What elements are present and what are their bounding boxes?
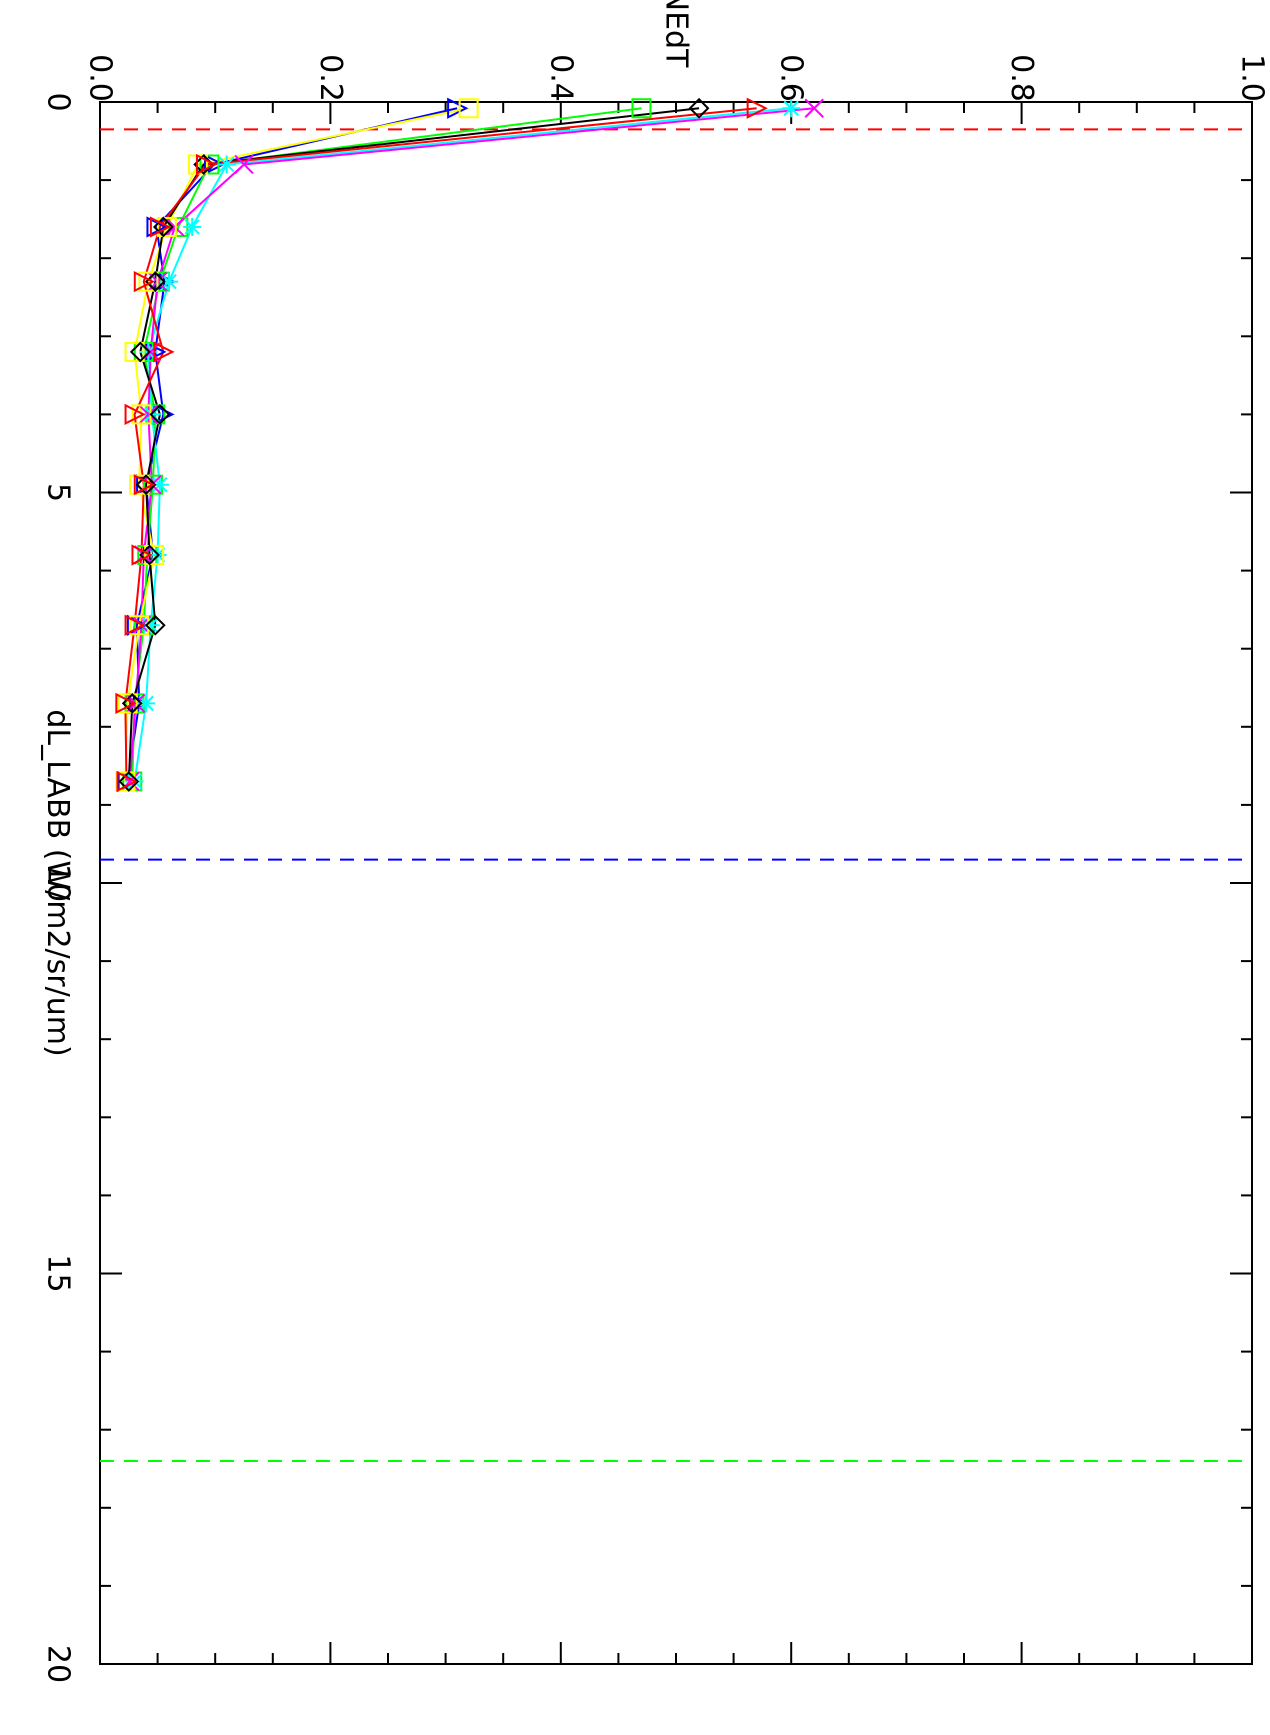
y-tick-label: 0.2 (313, 54, 348, 102)
data-point (204, 153, 226, 176)
series-line (124, 107, 469, 782)
series-line (131, 107, 642, 782)
series-line (133, 107, 792, 782)
data-point (447, 97, 469, 119)
data-point (138, 404, 159, 425)
reference-lines (100, 128, 1252, 1462)
data-point (117, 693, 138, 714)
data-point (150, 475, 169, 494)
data-point (217, 155, 236, 174)
data-point (631, 98, 652, 119)
data-point (129, 615, 150, 636)
data-point (116, 770, 138, 793)
series-line (126, 107, 458, 782)
data-point (688, 97, 710, 119)
x-tick-label: 10 (41, 864, 76, 902)
data-point (234, 154, 254, 175)
data-point (135, 474, 157, 496)
y-tick-label: 0.4 (543, 54, 578, 102)
data-point (144, 544, 165, 565)
data-point (115, 692, 137, 714)
data-point (133, 271, 156, 293)
data-point (152, 216, 174, 238)
data-point (138, 271, 159, 292)
axis-ticks: 0 5 10 15 20 0.0 0.2 0.4 0.6 0.8 1.0 (41, 54, 1270, 1683)
data-point (144, 271, 166, 293)
data-point (144, 614, 166, 636)
x-tick-label: 5 (41, 483, 76, 502)
data-point (149, 216, 172, 238)
x-tick-label: 20 (41, 1645, 76, 1683)
data-point (133, 474, 156, 496)
y-tick-label: 1.0 (1235, 54, 1270, 102)
data-point (141, 616, 160, 635)
data-point (131, 544, 153, 566)
data-point (129, 474, 150, 495)
y-tick-label: 0.6 (774, 54, 809, 102)
x-tick-label: 0 (41, 92, 76, 111)
x-tick-label: 15 (41, 1254, 76, 1292)
y-tick-label: 0.8 (1004, 54, 1039, 102)
data-point (137, 694, 156, 713)
x-axis-title: dL_LABB (W/m2/sr/um) (40, 709, 75, 1056)
series-line (127, 107, 700, 782)
data-point (149, 403, 171, 425)
series-markers (115, 97, 824, 793)
data-point (124, 403, 146, 426)
data-point (124, 614, 146, 636)
data-point (746, 97, 768, 119)
data-point (124, 341, 145, 362)
data-point (153, 341, 175, 363)
data-point (156, 216, 177, 237)
data-point (160, 272, 179, 291)
y-axis-title: NEdT (659, 0, 694, 68)
series-line (124, 107, 757, 782)
data-point (146, 216, 168, 238)
data-point (118, 771, 140, 792)
series-lines (124, 107, 815, 782)
data-point (129, 341, 151, 363)
data-point (458, 98, 479, 119)
data-point (782, 99, 801, 118)
data-point (195, 153, 218, 176)
data-point (183, 217, 202, 236)
plot-frame (99, 101, 1253, 1665)
series-line (128, 107, 815, 782)
y-tick-label: 0.0 (83, 54, 118, 102)
data-point (804, 98, 824, 118)
